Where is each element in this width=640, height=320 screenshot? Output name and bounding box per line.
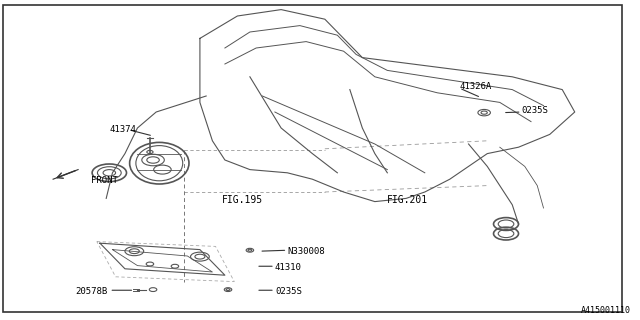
Text: FIG.201: FIG.201 <box>387 195 428 205</box>
Text: 41310: 41310 <box>275 263 301 272</box>
Text: N330008: N330008 <box>287 247 325 256</box>
Text: FRONT: FRONT <box>91 176 118 185</box>
Text: 41326A: 41326A <box>459 82 492 91</box>
Text: A415001110: A415001110 <box>581 306 631 315</box>
Text: 41374: 41374 <box>109 125 136 134</box>
Text: 0235S: 0235S <box>522 106 548 115</box>
Text: FIG.195: FIG.195 <box>222 195 263 205</box>
Text: 20578B: 20578B <box>75 287 108 296</box>
Text: 0235S: 0235S <box>275 287 301 296</box>
